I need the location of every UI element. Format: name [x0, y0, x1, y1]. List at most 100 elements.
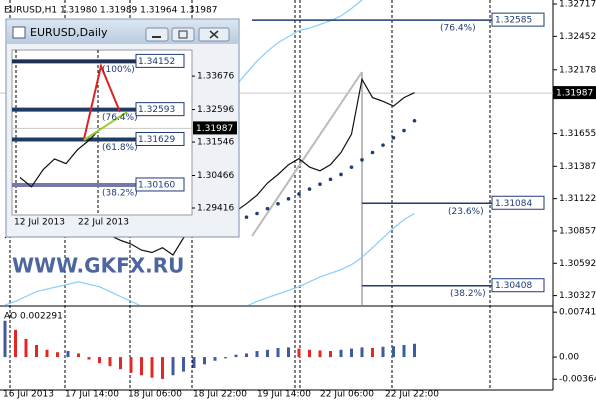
fib-label-box	[491, 195, 545, 210]
ao-bar	[129, 357, 133, 373]
price-line	[4, 212, 415, 305]
inset-tick-label: 1.33676	[197, 72, 234, 82]
inset-date: 12 Jul 2013	[14, 218, 65, 228]
ao-bar	[318, 350, 322, 358]
inset-fib-price: 1.34152	[138, 57, 175, 67]
ao-tick-label: -0.003645	[559, 375, 596, 385]
sar-dot	[391, 136, 396, 140]
inset-fib-price: 1.32593	[138, 105, 175, 115]
y-tick-label: 1.30592	[559, 259, 596, 269]
y-tick-label: 1.30327	[559, 291, 596, 301]
fib-price: 1.31084	[495, 199, 532, 209]
fib-pct: (38.2%)	[450, 289, 486, 299]
inset-date: 22 Jul 2013	[78, 218, 129, 228]
inset-tick-label: 1.29416	[197, 204, 234, 214]
ao-bar	[66, 351, 70, 358]
ao-bar	[381, 346, 385, 358]
ao-bar	[35, 344, 38, 358]
y-tick-label: 1.32452	[559, 32, 596, 42]
ao-bar	[161, 357, 164, 379]
watermark: WWW.GKFX.RU	[12, 254, 184, 278]
inset-tick-label: 1.31546	[197, 138, 234, 148]
ao-bar	[192, 357, 196, 368]
inset-fib-box	[135, 53, 185, 68]
ao-bar	[3, 320, 7, 358]
current-price-box	[553, 86, 596, 100]
fib-pct: (23.6%)	[448, 207, 484, 217]
sar-dot	[370, 150, 375, 155]
minimize-button[interactable]	[145, 27, 169, 42]
inset-tick-label: 1.32596	[197, 105, 234, 115]
inset-fib-pct: (38.2%)	[102, 188, 138, 198]
sar-dot	[349, 165, 354, 169]
ao-bar	[245, 353, 248, 358]
sar-dot	[412, 118, 417, 123]
ao-plot	[3, 320, 416, 379]
x-tick-label: 19 Jul 14:00	[257, 390, 311, 400]
sar-dot	[276, 201, 280, 206]
ao-title: AO 0.002291	[4, 312, 63, 322]
price-line	[19, 127, 101, 188]
fib-baseline	[83, 111, 128, 141]
daily-window[interactable]: EURUSD,Daily 1.33676 1.32596 1.31546 1.3046…	[5, 18, 240, 238]
close-icon	[209, 30, 219, 39]
maximize-icon	[178, 30, 188, 39]
ao-tick-label: 0.00	[559, 353, 579, 363]
inset-fib-price: 1.31629	[138, 135, 175, 145]
sar-dot	[328, 177, 333, 182]
ao-tick-label: 0.007412	[559, 308, 596, 318]
x-tick-label: 17 Jul 14:00	[65, 390, 119, 400]
ao-bar	[150, 357, 154, 378]
current-price-label: 1.31987	[556, 89, 593, 99]
ao-bar	[224, 357, 227, 359]
fib-price: 1.30408	[495, 281, 532, 291]
inset-fib-pct: (61.8%)	[102, 143, 138, 153]
ao-bar	[276, 348, 280, 358]
sar-dot	[381, 143, 385, 147]
sar-dot	[318, 182, 322, 187]
sar-dot	[244, 215, 249, 219]
x-tick-label: 18 Jul 22:00	[193, 390, 247, 400]
ao-bar	[287, 347, 290, 358]
x-tick-label: 22 Jul 22:00	[385, 390, 439, 400]
ao-bar	[350, 348, 353, 358]
ao-bar	[171, 357, 175, 376]
window-title: EURUSD,Daily	[30, 26, 108, 39]
ao-bar	[371, 348, 374, 358]
chart-header: EURUSD,H1 1.31980 1.31989 1.31964 1.3198…	[4, 6, 217, 16]
sar-dot	[360, 158, 364, 162]
ao-bar	[266, 349, 269, 358]
fib-price: 1.32585	[495, 16, 532, 26]
inset-fib-price: 1.30160	[138, 180, 175, 190]
sar-dot	[402, 128, 406, 133]
ao-bar	[329, 351, 332, 358]
y-tick-label: 1.31655	[559, 129, 596, 139]
inset-fib-box	[135, 102, 185, 117]
inset-plot	[12, 59, 192, 188]
sar-dot	[265, 206, 270, 211]
ao-bar	[14, 329, 17, 358]
x-tick-label: 16 Jul 2013	[3, 390, 54, 400]
ao-bar	[413, 343, 416, 358]
ao-bar	[182, 357, 185, 372]
fib-label-box	[491, 12, 545, 27]
sar-dot	[286, 197, 291, 201]
ao-bar	[402, 344, 406, 358]
ao-bar	[24, 338, 28, 358]
y-tick-label: 1.30857	[559, 226, 596, 236]
window-icon	[12, 26, 26, 39]
maximize-button[interactable]	[171, 27, 195, 42]
y-tick-label: 1.31387	[559, 162, 596, 172]
x-tick-label: 18 Jul 06:00	[128, 390, 182, 400]
inset-fib-pct: (100%)	[102, 65, 135, 75]
ao-bar	[98, 357, 101, 364]
y-tick-label: 1.32178	[559, 65, 596, 75]
ao-bar	[77, 353, 80, 358]
fib-pct: (76.4%)	[440, 24, 476, 34]
ao-bar	[108, 357, 112, 367]
inset-tick-label: 1.30466	[197, 171, 234, 181]
inset-fib-box	[135, 131, 185, 146]
zigzag	[83, 62, 121, 140]
ao-bar	[56, 352, 59, 358]
ao-bar	[308, 349, 311, 358]
